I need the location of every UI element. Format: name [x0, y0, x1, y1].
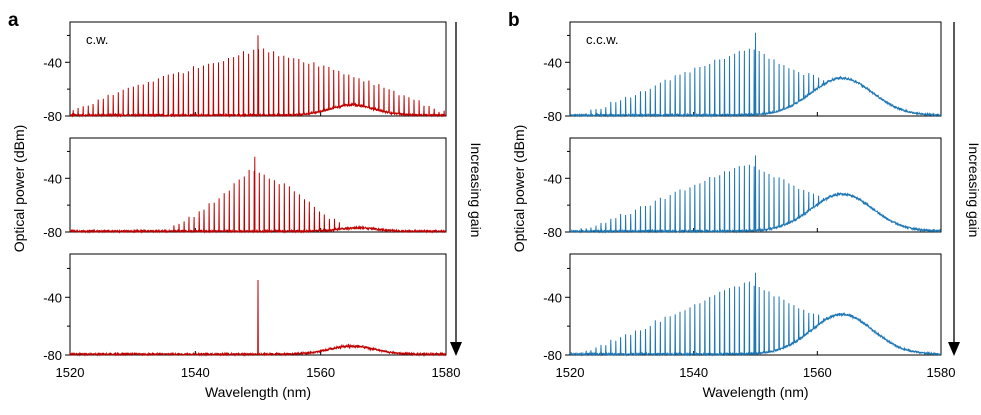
y-tick-label: -80 [543, 348, 562, 363]
spectrum-trace-b-1 [569, 32, 942, 118]
y-tick-label: -80 [543, 109, 562, 124]
y-tick-label: -80 [43, 348, 62, 363]
y-tick-label: -80 [43, 109, 62, 124]
y-tick-label: -80 [43, 225, 62, 240]
x-axis-label: Wavelength (nm) [205, 384, 311, 400]
y-axis-label: Optical power (dBm) [11, 125, 27, 253]
x-tick-label: 1520 [556, 365, 585, 380]
subplot-frame-b-2 [569, 137, 942, 233]
x-tick-label: 1560 [306, 365, 335, 380]
spectrum-trace-a-2 [69, 156, 447, 234]
gain-arrow-label: Increasing gain [966, 143, 981, 238]
y-tick-label: -40 [543, 171, 562, 186]
x-tick-label: 1580 [927, 365, 956, 380]
spectrum-trace-b-3 [569, 272, 942, 357]
subplot-frame-a-1 [69, 21, 447, 117]
y-tick-label: -40 [43, 55, 62, 70]
x-axis-label: Wavelength (nm) [702, 384, 808, 400]
y-tick-label: -40 [43, 290, 62, 305]
y-tick-label: -80 [543, 225, 562, 240]
spectrum-trace-a-3 [69, 279, 447, 357]
gain-arrow-head [948, 342, 960, 356]
subplot-frame-a-2 [69, 137, 447, 233]
subplot-frame-a-3 [69, 253, 447, 356]
spectrum-trace-a-1 [69, 35, 447, 118]
y-tick-label: -40 [543, 290, 562, 305]
spectrum-trace-b-2 [569, 155, 942, 234]
mode-annotation: c.c.w. [586, 32, 619, 47]
subplot-frame-b-1 [569, 21, 942, 117]
y-tick-label: -40 [43, 171, 62, 186]
subplot-frame-b-3 [569, 253, 942, 356]
gain-arrow-label: Increasing gain [468, 143, 484, 238]
panel-label-b: b [508, 10, 520, 31]
x-tick-label: 1540 [181, 365, 210, 380]
x-tick-label: 1540 [679, 365, 708, 380]
x-tick-label: 1560 [803, 365, 832, 380]
gain-arrow-head [450, 342, 462, 356]
y-tick-label: -40 [543, 55, 562, 70]
x-tick-label: 1520 [56, 365, 85, 380]
mode-annotation: c.w. [86, 32, 108, 47]
x-tick-label: 1580 [432, 365, 461, 380]
panel-label-a: a [8, 10, 19, 31]
y-axis-label: Optical power (dBm) [511, 125, 527, 253]
